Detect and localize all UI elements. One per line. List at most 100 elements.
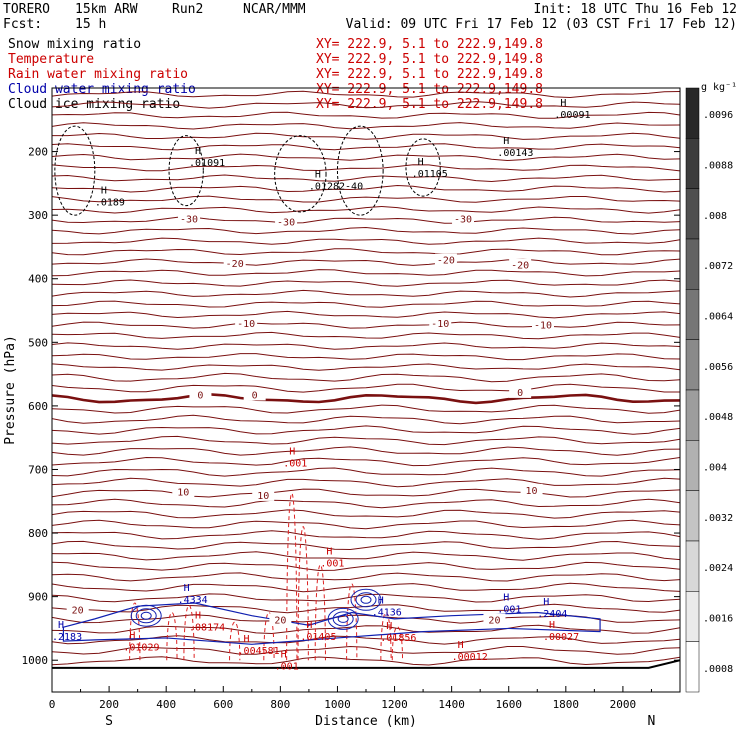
max-marker: H: [129, 631, 135, 642]
temperature-label: 10: [526, 486, 538, 497]
isotherm-line: [52, 90, 680, 99]
rain-contour: [183, 605, 195, 661]
max-marker: H: [503, 593, 509, 604]
isotherm-line: [52, 656, 680, 666]
max-label: .08174: [189, 622, 225, 633]
colorbar-swatch: [685, 440, 700, 491]
snow-contour: [274, 135, 327, 213]
max-marker: H: [289, 446, 295, 457]
max-label: .001: [283, 458, 307, 469]
max-marker: H: [326, 547, 332, 558]
temperature-label: -20: [226, 259, 244, 270]
max-marker: H: [543, 597, 549, 608]
isotherm-line: [52, 143, 680, 151]
cloud-water-core: [355, 592, 377, 608]
max-label: .01282-40: [309, 182, 363, 193]
rain-contour: [229, 621, 241, 661]
colorbar-label: .0056: [703, 362, 733, 373]
x-tick-label: 1800: [553, 698, 580, 711]
isotherm-line: [52, 342, 680, 350]
rain-contour: [297, 526, 309, 661]
rain-contour: [380, 612, 392, 661]
y-tick-label: 200: [28, 146, 48, 159]
x-tick-label: 600: [213, 698, 233, 711]
temperature-label-bg: [483, 613, 506, 626]
legend-label: Cloud ice mixing ratio: [8, 97, 180, 112]
temperature-label-bg: [252, 488, 275, 501]
isotherm-line: [52, 279, 680, 287]
max-marker: H: [281, 650, 287, 661]
colorbar-swatch: [685, 540, 700, 592]
temperature-label: -30: [180, 214, 198, 225]
temperature-label: 20: [488, 616, 500, 627]
endpoint-right: N: [648, 714, 656, 729]
cloud-water-core: [327, 607, 359, 630]
max-label: .01856: [380, 633, 416, 644]
snow-contour: [168, 135, 204, 207]
plot-contours: -30 -30 -30 -20 -20 -20 -10 -10 -10 0 0 0 10 10 10 20 20…: [52, 90, 680, 673]
isotherm-line: [52, 383, 680, 393]
temperature-label: -30: [454, 214, 472, 225]
legend-xy: XY= 222.9, 5.1 to 222.9,149.8: [316, 97, 543, 112]
y-tick-label: 600: [28, 400, 48, 413]
isotherm-line: [52, 300, 680, 308]
isotherm-line: [52, 111, 680, 119]
temperature-label: 20: [72, 605, 84, 616]
colorbar-swatch: [685, 289, 700, 340]
max-label: .00012: [452, 652, 488, 663]
temperature-label-bg: [434, 253, 457, 266]
isotherm-line: [52, 404, 680, 414]
colorbar-label: .0072: [703, 261, 733, 272]
colorbar-label: .0008: [703, 664, 733, 675]
temperature-label-bg: [269, 613, 292, 626]
colorbar-label: .0024: [703, 563, 733, 574]
colorbar-label: .0088: [703, 161, 733, 172]
colorbar-swatch: [685, 87, 700, 139]
temperature-label-bg: [531, 318, 554, 331]
temperature-label: 20: [274, 616, 286, 627]
max-label: .2183: [52, 632, 82, 643]
isotherm-line: [52, 269, 680, 277]
colorbar-label: .008: [703, 211, 727, 222]
isotherm-line: [52, 216, 680, 224]
temperature-label-bg: [520, 483, 543, 496]
temperature-label: -10: [237, 319, 255, 330]
max-label: .00143: [497, 148, 533, 159]
temperature-label-bg: [509, 385, 532, 398]
temperature-label: 0: [252, 390, 258, 401]
temperature-label-bg: [235, 317, 258, 330]
colorbar-swatch: [685, 138, 700, 189]
cloud-water-core: [140, 611, 152, 620]
max-marker: H: [306, 620, 312, 631]
max-marker: H: [195, 610, 201, 621]
temperature-label-bg: [243, 388, 266, 401]
temperature-label-bg: [509, 258, 532, 271]
isotherm-line: [52, 331, 680, 340]
snow-contour: [54, 125, 96, 216]
x-tick-label: 1400: [438, 698, 465, 711]
colorbar-label: .0032: [703, 513, 733, 524]
x-tick-label: 1600: [495, 698, 522, 711]
header-resolution: 15km ARW: [75, 2, 138, 17]
cloud-water-core: [130, 604, 162, 627]
isotherm-line: [52, 498, 680, 509]
isotherm-line: [52, 289, 680, 298]
x-tick-label: 400: [156, 698, 176, 711]
isotherm-line: [52, 446, 680, 456]
legend-label: Rain water mixing ratio: [8, 67, 188, 82]
temperature-label-bg: [189, 388, 212, 401]
colorbar-label: .0096: [703, 110, 733, 121]
isotherm-line: [52, 132, 680, 140]
isotherm-line: [52, 321, 680, 329]
isotherm-line: [52, 392, 680, 405]
plot-area: -30 -30 -30 -20 -20 -20 -10 -10 -10 0 0 0 10 10 10 20 20…: [3, 87, 681, 729]
colorbar: .0096 .0088 .008 .0072 .0064 .0056 .0048 .004 .0…: [685, 82, 737, 693]
x-tick-label: 1200: [381, 698, 408, 711]
colorbar-swatch: [685, 641, 700, 693]
temperature-label: 10: [257, 491, 269, 502]
cloud-water-core: [135, 608, 157, 624]
isotherm-line: [52, 561, 680, 572]
max-label: .01405: [300, 632, 336, 643]
max-label: .01029: [123, 643, 159, 654]
